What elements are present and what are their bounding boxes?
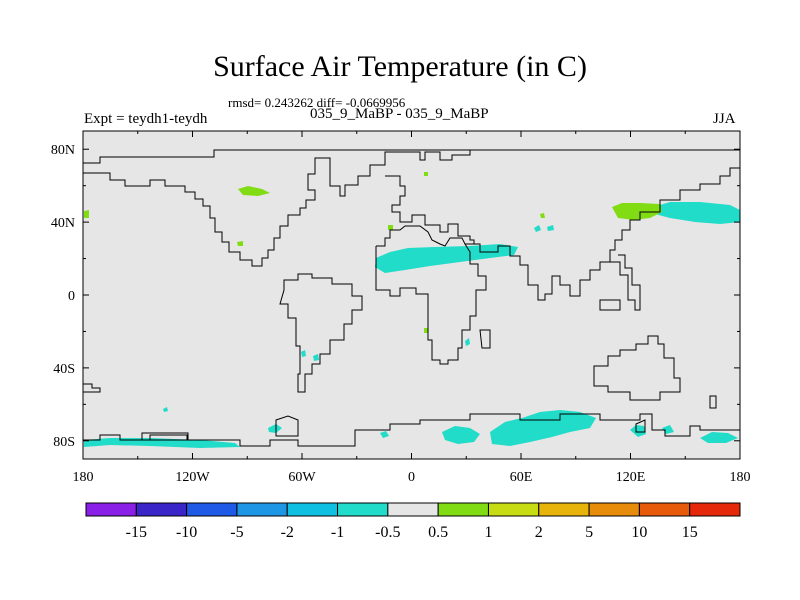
colorbar-label: -2 (281, 524, 294, 541)
lon-label: 0 (408, 470, 415, 485)
lat-label: 80S (53, 435, 75, 450)
lat-label: 40S (53, 362, 75, 377)
colorbar-label: 1 (484, 524, 492, 541)
anomaly-europe (388, 225, 393, 230)
colorbar-label: 0.5 (428, 524, 448, 541)
colorbar-swatch (437, 502, 489, 517)
anomaly-antarctic-mid (442, 426, 480, 444)
colorbar-labels: -15 -10 -5 -2 -1 -0.5 0.5 1 2 5 10 15 (126, 524, 698, 541)
colorbar-swatch (85, 502, 137, 517)
coast-antarctica (83, 413, 740, 447)
coast-south-pacific-islands (83, 383, 101, 393)
colorbar-label: 15 (682, 524, 698, 541)
coast-indonesia (599, 299, 621, 311)
lon-label: 180 (73, 470, 94, 485)
colorbar (85, 502, 741, 517)
coast-kerguelen (635, 419, 646, 433)
colorbar-label: -10 (176, 524, 197, 541)
anomaly-arctic-small (163, 407, 168, 412)
anomaly-south-america-south (301, 350, 306, 357)
lat-label: 40N (51, 216, 75, 231)
anomaly-siberia (612, 203, 662, 220)
anomaly-north-america (238, 186, 270, 196)
colorbar-swatch (186, 502, 238, 517)
anomaly-chatham (380, 431, 389, 438)
map-background (83, 131, 740, 459)
coast-asia-east (474, 167, 740, 301)
anomaly-indian-ocean (534, 225, 541, 232)
coast-new-zealand (709, 395, 717, 409)
colorbar-swatch (286, 502, 339, 517)
lon-label: 120E (616, 470, 646, 485)
anomaly-antarctic-east (490, 410, 596, 446)
anomaly-north-africa (375, 244, 518, 273)
colorbar-swatch (689, 502, 741, 517)
colorbar-label: 2 (535, 524, 543, 541)
colorbar-label: -5 (230, 524, 243, 541)
coast-europe-asia (376, 175, 475, 247)
anomaly-mexico (237, 241, 243, 246)
anomaly-central-asia (424, 172, 428, 176)
lat-label: 80N (51, 143, 75, 158)
colorbar-label: -15 (126, 524, 147, 541)
coast-antarctic-peninsula (275, 415, 299, 437)
anomaly-patagonia-east (313, 354, 319, 361)
lon-label: 60E (510, 470, 533, 485)
colorbar-label: -0.5 (375, 524, 400, 541)
coast-north-america (83, 149, 740, 267)
lon-label: 60W (288, 470, 316, 485)
anomaly-africa-south (465, 338, 470, 346)
colorbar-swatch (538, 502, 590, 517)
colorbar-swatch (337, 502, 389, 517)
anomaly-arabia (540, 213, 545, 218)
plot-title: Surface Air Temperature (in C) (213, 50, 587, 83)
coast-australia (593, 335, 681, 401)
longitude-labels: 180 120W 60W 0 60E 120E 180 (73, 470, 751, 485)
anomaly-north-pacific (650, 202, 740, 224)
experiment-label: Expt = teydh1-teydh (84, 111, 208, 127)
case-label: 035_9_MaBP - 035_9_MaBP (310, 106, 489, 122)
lat-label: 0 (68, 289, 75, 304)
colorbar-swatch (588, 502, 640, 517)
anomaly-antarctic-far-east (700, 432, 738, 443)
lon-label: 180 (730, 470, 751, 485)
lon-label: 120W (175, 470, 210, 485)
coast-ross-box (141, 432, 189, 441)
coast-arctic-top (83, 149, 500, 164)
anomaly-antarctic-small (630, 425, 646, 437)
coast-madagascar (479, 329, 491, 349)
colorbar-swatch (135, 502, 188, 517)
anomaly-antarctic-west (268, 424, 282, 433)
colorbar-swatch (638, 502, 691, 517)
anomaly-indian-ocean-2 (547, 225, 554, 231)
colorbar-label: 10 (631, 524, 647, 541)
colorbar-label: 5 (585, 524, 593, 541)
coast-asia-southeast (600, 254, 641, 311)
latitude-labels: 80N 40N 0 40S 80S (51, 143, 75, 450)
season-label: JJA (713, 111, 736, 127)
coast-south-america (279, 273, 363, 393)
colorbar-swatch (236, 502, 288, 517)
colorbar-swatch (387, 502, 439, 517)
coast-africa (375, 243, 487, 365)
anomaly-west-pacific (84, 210, 89, 218)
colorbar-label: -1 (331, 524, 344, 541)
axis-ticks (82, 131, 741, 459)
coastlines (83, 149, 740, 447)
stats-text: rmsd= 0.243262 diff= -0.0669956 (228, 95, 406, 110)
anomaly-east-africa (424, 328, 428, 333)
colorbar-swatch (487, 502, 540, 517)
